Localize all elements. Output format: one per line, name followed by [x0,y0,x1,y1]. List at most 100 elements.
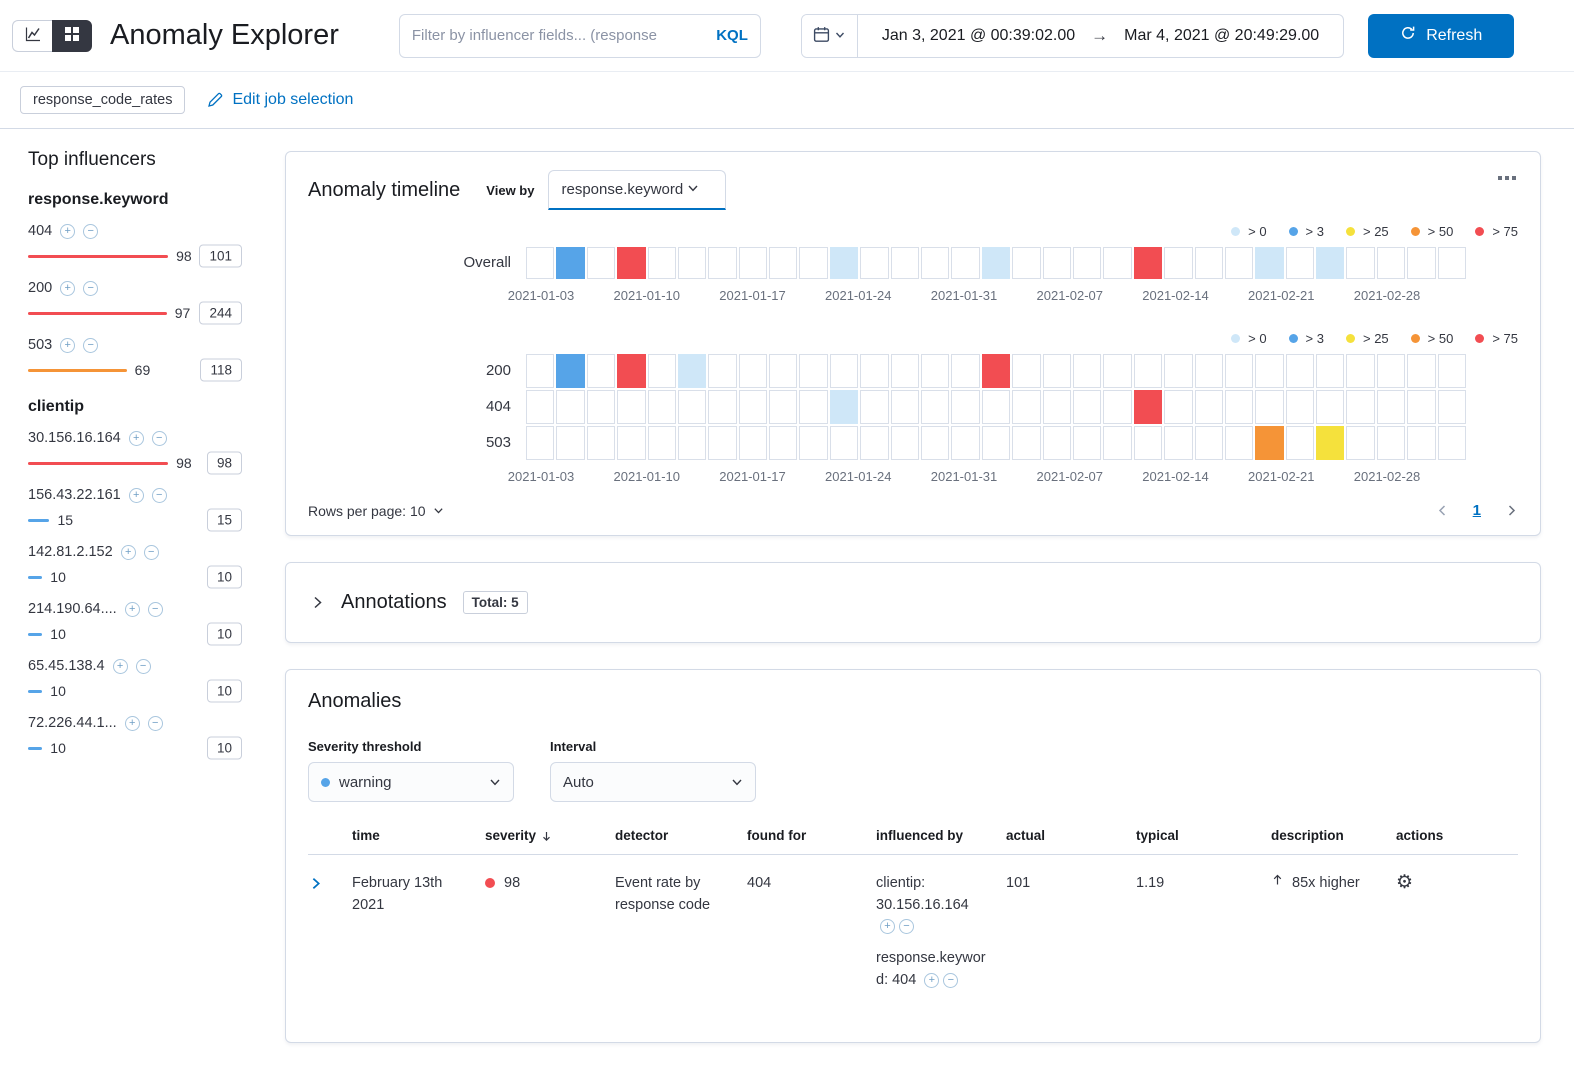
swimlane-cell[interactable] [617,247,646,279]
remove-filter-icon[interactable]: − [147,601,163,617]
swimlane-cell[interactable] [647,426,676,460]
swimlane-cell[interactable] [1255,354,1284,388]
swimlane-cell[interactable] [738,247,768,279]
swimlane-cell[interactable] [1103,354,1132,388]
remove-filter-icon[interactable]: − [943,972,959,988]
swimlane-cell[interactable] [1316,390,1345,424]
swimlane-cell[interactable] [647,247,676,279]
swimlane-cell[interactable] [1194,354,1223,388]
swimlane-cell[interactable] [799,354,828,388]
swimlane-cell[interactable] [1072,354,1102,388]
edit-job-selection-link[interactable]: Edit job selection [232,91,354,108]
swimlane-cell[interactable] [1285,390,1315,424]
remove-filter-icon[interactable]: − [151,430,167,446]
swimlane-cell[interactable] [586,354,616,388]
swimlane-cell[interactable] [1346,426,1375,460]
swimlane-cell[interactable] [1407,247,1436,279]
swimlane-cell[interactable] [1255,390,1284,424]
swimlane-cell[interactable] [586,390,616,424]
swimlane-cell[interactable] [769,390,798,424]
view-by-select[interactable]: response.keyword [548,170,727,210]
swimlane-cell[interactable] [1103,426,1132,460]
date-quick-select-button[interactable] [801,14,858,57]
add-filter-icon[interactable]: + [924,972,940,988]
swimlane-cell[interactable] [677,390,707,424]
add-filter-icon[interactable]: + [60,223,76,239]
remove-filter-icon[interactable]: − [899,919,914,935]
add-filter-icon[interactable]: + [60,337,76,353]
swimlane-cell[interactable] [1316,247,1345,279]
swimlane-cell[interactable] [677,354,707,388]
swimlane-cell[interactable] [1164,247,1193,279]
page-number[interactable]: 1 [1472,502,1481,519]
swimlane-cell[interactable] [1042,247,1071,279]
remove-filter-icon[interactable]: − [83,337,99,353]
swimlane-cell[interactable] [526,354,555,388]
swimlane-cell[interactable] [677,247,707,279]
swimlane-cell[interactable] [981,247,1011,279]
swimlane-cell[interactable] [1376,426,1406,460]
swimlane-cell[interactable] [799,426,828,460]
refresh-button[interactable]: Refresh [1368,13,1515,58]
filter-input[interactable] [411,27,709,44]
swimlane-cell[interactable] [981,426,1011,460]
swimlane-cell[interactable] [738,390,768,424]
column-header-actual[interactable]: actual [1006,828,1046,843]
swimlane-cell[interactable] [1407,354,1436,388]
swimlane-cell[interactable] [890,354,920,388]
swimlane-cell[interactable] [738,426,768,460]
swimlane-cell[interactable] [1376,354,1406,388]
swimlane-cell[interactable] [526,390,555,424]
swimlane-cell[interactable] [1133,354,1163,388]
gear-icon[interactable]: ⚙ [1396,872,1414,893]
swimlane-cell[interactable] [1437,426,1466,460]
swimlane-cell[interactable] [829,247,859,279]
rows-per-page-button[interactable]: Rows per page: 10 [308,503,444,519]
column-header-description[interactable]: description [1271,828,1344,843]
swimlane-cell[interactable] [1042,354,1071,388]
swimlane-cell[interactable] [951,390,980,424]
swimlane-cell[interactable] [1164,426,1193,460]
swimlane-cell[interactable] [769,426,798,460]
swimlane-cell[interactable] [1316,426,1345,460]
add-filter-icon[interactable]: + [124,601,140,617]
swimlane-cell[interactable] [1012,247,1041,279]
swimlane-cell[interactable] [860,390,889,424]
swimlane-cell[interactable] [981,354,1011,388]
swimlane-cell[interactable] [1407,426,1436,460]
swimlane-cell[interactable] [647,390,676,424]
severity-threshold-select[interactable]: warning [308,762,514,802]
date-start[interactable]: Jan 3, 2021 @ 00:39:02.00 [881,26,1076,44]
swimlane-cell[interactable] [951,426,980,460]
swimlane-cell[interactable] [556,426,585,460]
kql-button[interactable]: KQL [708,27,748,44]
swimlane-cell[interactable] [617,354,646,388]
swimlane-cell[interactable] [617,390,646,424]
swimlane-cell[interactable] [769,247,798,279]
swimlane-cell[interactable] [1224,390,1254,424]
next-page-button[interactable] [1505,504,1518,517]
swimlane-cell[interactable] [1346,354,1375,388]
swimlane-cell[interactable] [829,354,859,388]
swimlane-cell[interactable] [1437,354,1466,388]
swimlane-cell[interactable] [1194,247,1223,279]
swimlane-cell[interactable] [586,426,616,460]
swimlane-cell[interactable] [586,247,616,279]
remove-filter-icon[interactable]: − [135,658,151,674]
swimlane-cell[interactable] [860,247,889,279]
swimlane-cell[interactable] [1376,390,1406,424]
swimlane-cell[interactable] [556,390,585,424]
remove-filter-icon[interactable]: − [151,487,167,503]
interval-select[interactable]: Auto [550,762,756,802]
boxes-horizontal-menu-icon[interactable] [1496,170,1518,186]
swimlane-cell[interactable] [1072,426,1102,460]
swimlane-cell[interactable] [1133,247,1163,279]
swimlane-cell[interactable] [1042,390,1071,424]
column-header-severity[interactable]: severity [485,828,615,843]
date-end[interactable]: Mar 4, 2021 @ 20:49:29.00 [1124,26,1320,44]
swimlane-cell[interactable] [1255,426,1284,460]
swimlane-cell[interactable] [1407,390,1436,424]
swimlane-cell[interactable] [1103,390,1132,424]
swimlane-cell[interactable] [860,354,889,388]
swimlane-cell[interactable] [738,354,768,388]
